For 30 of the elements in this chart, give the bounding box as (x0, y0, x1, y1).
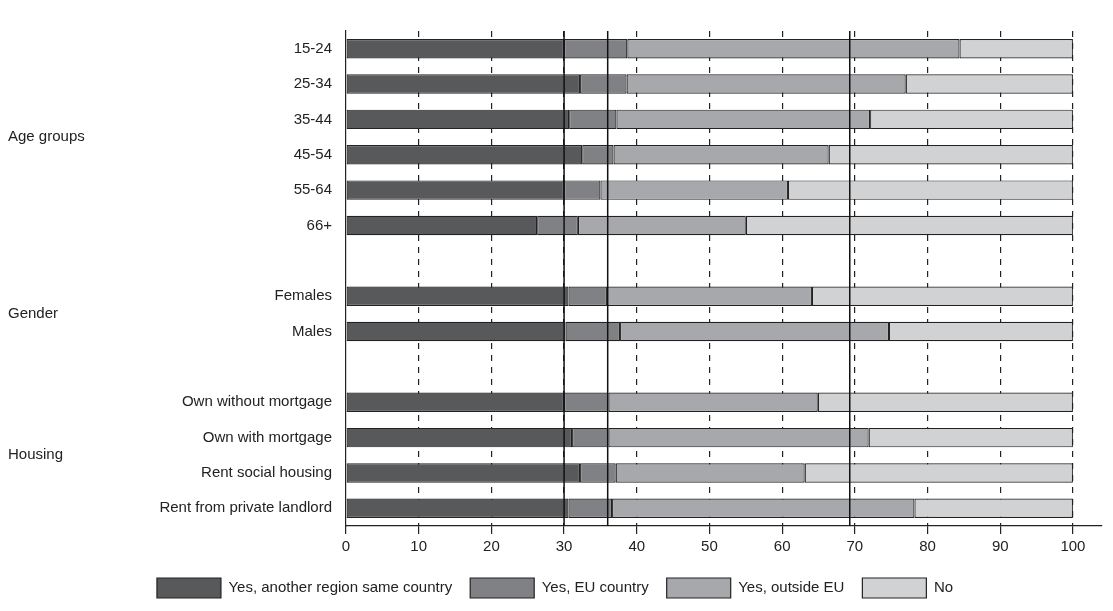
x-tick-label: 70 (846, 537, 864, 555)
x-tick-label: 0 (341, 537, 351, 555)
y-tick-label: Rent social housing (201, 463, 332, 481)
x-tick-label: 30 (555, 537, 573, 555)
legend-label: Yes, another region same country (228, 578, 453, 596)
y-tick-label: 66+ (306, 215, 333, 233)
y-tick-label: 55-64 (293, 180, 332, 198)
y-tick-label: Own without mortgage (181, 392, 332, 410)
y-tick-label: Females (274, 286, 332, 304)
legend-label: Yes, outside EU (738, 578, 845, 596)
x-tick-label: 100 (1060, 537, 1086, 555)
text: Age groups (8, 127, 85, 145)
x-tick-label: 60 (773, 537, 791, 555)
text: Housing (8, 445, 64, 463)
y-tick-label: 15-24 (293, 38, 332, 56)
x-tick-label: 80 (919, 537, 936, 555)
y-tick-label: Rent from private landlord (159, 498, 332, 516)
legend-label: Yes, EU country (541, 578, 650, 596)
y-tick-label: 25-34 (293, 74, 332, 92)
x-tick-label: 20 (483, 537, 500, 555)
text: Gender (8, 304, 59, 321)
x-tick-label: 90 (991, 537, 1009, 555)
legend-label: No (933, 578, 954, 596)
x-tick-label: 40 (628, 537, 646, 555)
y-tick-label: Own with mortgage (202, 427, 332, 445)
y-tick-label: Males (291, 321, 332, 339)
y-tick-label: 45-54 (293, 144, 332, 162)
x-tick-label: 10 (410, 537, 428, 555)
x-tick-label: 50 (701, 537, 718, 555)
y-tick-label: 35-44 (293, 109, 332, 127)
